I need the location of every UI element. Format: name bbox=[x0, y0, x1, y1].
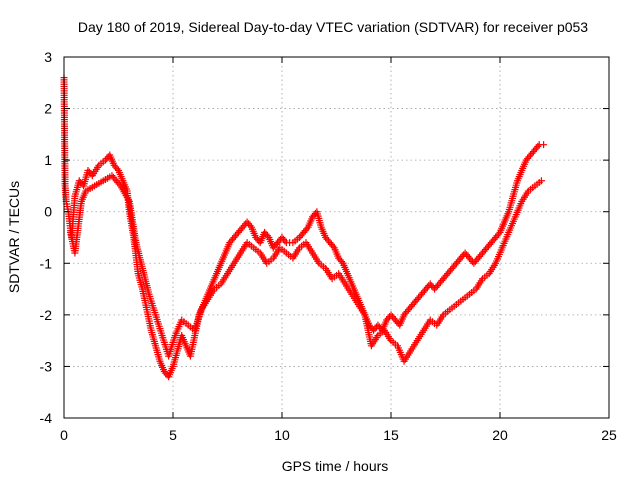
y-tick-label: -4 bbox=[40, 410, 53, 426]
y-tick-label: -2 bbox=[40, 307, 53, 323]
y-tick-label: -1 bbox=[40, 255, 53, 271]
data-marks bbox=[60, 74, 548, 381]
y-tick-label: -3 bbox=[40, 358, 53, 374]
x-tick-label: 25 bbox=[601, 427, 617, 443]
data-point-main bbox=[495, 230, 503, 238]
x-tick-label: 10 bbox=[274, 427, 290, 443]
data-point-main bbox=[113, 165, 121, 173]
data-point-main bbox=[534, 142, 542, 150]
plot-frame bbox=[63, 56, 610, 419]
data-point-main bbox=[540, 141, 548, 149]
x-tick-label: 5 bbox=[169, 427, 177, 443]
x-tick-label: 0 bbox=[60, 427, 68, 443]
x-tick-label: 15 bbox=[383, 427, 399, 443]
y-axis-label: SDTVAR / TECUs bbox=[6, 181, 22, 293]
data-point-main bbox=[338, 258, 346, 266]
y-tick-label: 0 bbox=[44, 204, 52, 220]
x-axis-label: GPS time / hours bbox=[282, 458, 389, 474]
y-tick-label: 1 bbox=[44, 152, 52, 168]
y-tick-label: 2 bbox=[44, 101, 52, 117]
axis-ticks: 0 5 10 15 20 25 -4 -3 -2 -1 0 1 2 3 bbox=[40, 49, 617, 443]
data-point-main bbox=[246, 221, 254, 229]
data-point-main bbox=[303, 225, 311, 233]
y-tick-label: 3 bbox=[44, 49, 52, 65]
data-point-main bbox=[263, 232, 271, 240]
chart-title: Day 180 of 2019, Sidereal Day-to-day VTE… bbox=[78, 19, 588, 35]
data-point-main bbox=[281, 237, 289, 245]
data-point-secondary bbox=[115, 180, 123, 188]
data-point-secondary bbox=[537, 177, 545, 185]
data-point-main bbox=[329, 242, 337, 250]
x-tick-label: 20 bbox=[492, 427, 508, 443]
grid bbox=[64, 57, 609, 418]
